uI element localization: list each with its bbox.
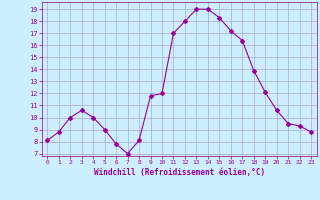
X-axis label: Windchill (Refroidissement éolien,°C): Windchill (Refroidissement éolien,°C) [94, 168, 265, 177]
